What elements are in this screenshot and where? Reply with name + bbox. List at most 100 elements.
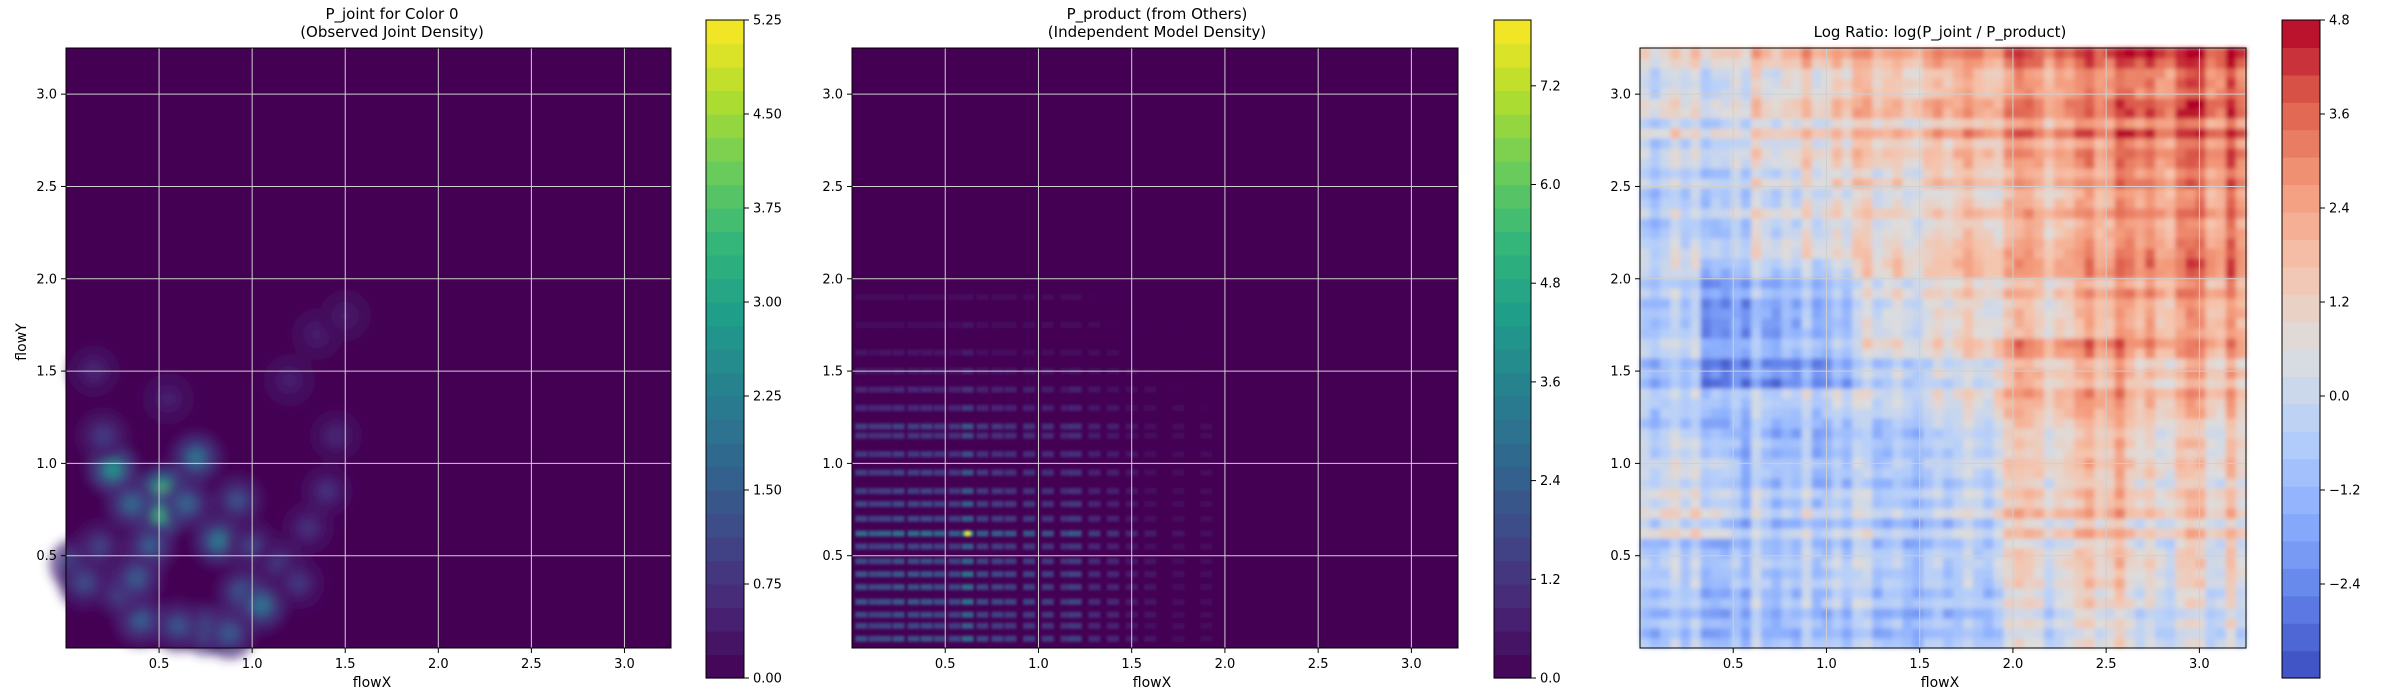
ratio-cell [2074,558,2085,569]
ratio-cell [1953,338,1964,349]
ratio-cell [2205,98,2217,109]
ratio-cell [1983,318,1995,329]
density-cell [933,423,946,430]
ratio-cell [2185,388,2197,399]
ratio-cell [2084,398,2096,409]
ratio-cell [1640,628,1651,639]
ratio-cell [1700,198,1712,209]
colorbar-band [2282,321,2320,350]
ratio-cell [1943,138,1954,149]
ratio-cell [2064,228,2075,239]
ratio-cell [2155,308,2166,319]
ratio-cell [1670,198,1681,209]
ratio-cell [2074,488,2085,499]
ratio-cell [1842,328,1853,339]
ratio-cell [1922,408,1934,419]
ratio-cell [1902,378,1914,389]
ratio-cell [1983,268,1995,279]
ratio-cell [2064,448,2075,459]
ratio-cell [1650,358,1661,369]
ratio-cell [1821,438,1833,449]
ratio-cell [1902,188,1914,199]
ratio-cell [2195,128,2207,139]
ratio-cell [2044,628,2055,639]
ratio-cell [1640,308,1651,319]
ratio-cell [2165,158,2176,169]
x-tick-label: 2.5 [521,657,542,672]
colorbar-tick-label: 7.2 [1540,79,1561,94]
ratio-cell [1660,278,1671,289]
ratio-cell [1892,558,1904,569]
ratio-cell [1882,338,1894,349]
ratio-cell [2114,388,2126,399]
ratio-cell [1811,418,1823,429]
ratio-cell [1842,278,1853,289]
ratio-cell [1751,378,1762,389]
ratio-cell [2235,508,2247,519]
density-cell [1088,543,1101,550]
ratio-cell [2003,338,2015,349]
ratio-cell [2124,118,2136,129]
ratio-cell [2064,558,2075,569]
ratio-cell [1963,638,1974,649]
ratio-cell [2094,388,2106,399]
ratio-cell [2084,78,2096,89]
ratio-cell [1791,468,1803,479]
ratio-cell [1902,488,1914,499]
ratio-cell [1831,278,1843,289]
axes-3: 0.5 1.0 1.5 2.0 2.5 3.00.51.01.52.02.53.0 [1610,47,2247,672]
ratio-cell [1862,98,1873,109]
ratio-cell [1993,138,2005,149]
ratio-cell [1801,378,1813,389]
ratio-cell [1791,98,1803,109]
density-cell [933,622,946,629]
ratio-cell [2134,128,2146,139]
ratio-cell [2064,588,2075,599]
ratio-cell [1932,308,1944,319]
ratio-cell [1761,288,1772,299]
density-peak [283,374,296,387]
ratio-cell [1710,118,1722,129]
ratio-cell [2013,378,2025,389]
x-tick-label: 1.0 [242,657,263,672]
ratio-cell [2023,478,2035,489]
ratio-cell [1993,198,2005,209]
ratio-cell [2225,598,2237,609]
ratio-cell [2225,138,2237,149]
ratio-cell [1842,58,1853,69]
ratio-cell [1882,378,1894,389]
ratio-cell [1720,568,1732,579]
ratio-cell [1751,348,1762,359]
ratio-cell [1821,318,1833,329]
density-cell [1041,635,1054,642]
ratio-cell [2205,628,2217,639]
ratio-cell [1741,318,1752,329]
ratio-cell [1720,618,1732,629]
ratio-cell [1892,268,1904,279]
ratio-cell [2195,98,2207,109]
ratio-cell [1912,198,1924,209]
density-cell [892,405,905,411]
ratio-cell [2185,598,2197,609]
ratio-cell [2054,318,2065,329]
ratio-cell [2033,108,2045,119]
ratio-cell [1781,578,1793,589]
density-cell [855,543,868,550]
ratio-cell [2155,618,2166,629]
ratio-cell [2124,78,2136,89]
density-cell [1060,571,1073,578]
colorbar-band [706,372,744,397]
ratio-cell [1761,178,1772,189]
ratio-cell [2044,258,2055,269]
ratio-cell [1902,128,1914,139]
y-axis-label-1: flowY [14,323,30,361]
ratio-cell [1741,288,1752,299]
ratio-cell [1882,428,1894,439]
ratio-cell [1821,278,1833,289]
ratio-cell [1761,398,1772,409]
ratio-cell [1720,498,1732,509]
ratio-cell [1771,518,1782,529]
ratio-cell [1932,508,1944,519]
ratio-cell [2215,68,2227,79]
ratio-cell [1892,418,1904,429]
